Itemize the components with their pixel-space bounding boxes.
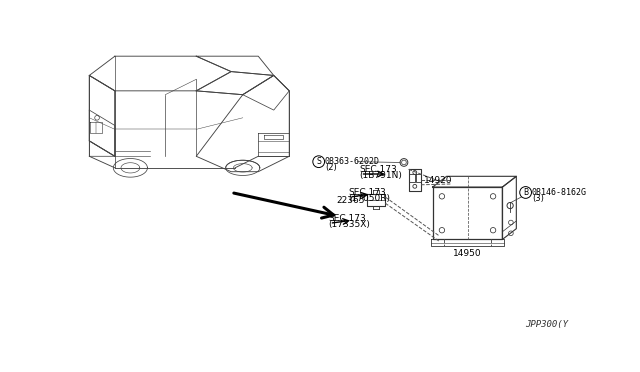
Text: (17335X): (17335X) (328, 220, 370, 229)
Text: B: B (523, 188, 528, 197)
Text: JPP300(Y: JPP300(Y (525, 320, 568, 330)
Text: SEC.173: SEC.173 (348, 188, 386, 197)
Text: 14920: 14920 (424, 176, 452, 185)
Text: (17050R): (17050R) (348, 194, 390, 203)
Text: 08363-6202D: 08363-6202D (325, 157, 380, 166)
Text: 22365: 22365 (336, 196, 364, 205)
Text: (2): (2) (325, 163, 337, 172)
Text: SEC.173: SEC.173 (328, 214, 365, 223)
Text: S: S (316, 157, 321, 166)
Text: (3): (3) (532, 194, 544, 203)
Text: SEC.173: SEC.173 (359, 165, 397, 174)
Text: (1B791N): (1B791N) (359, 171, 402, 180)
Text: 08146-8162G: 08146-8162G (532, 188, 587, 197)
Text: 14950: 14950 (453, 249, 482, 258)
